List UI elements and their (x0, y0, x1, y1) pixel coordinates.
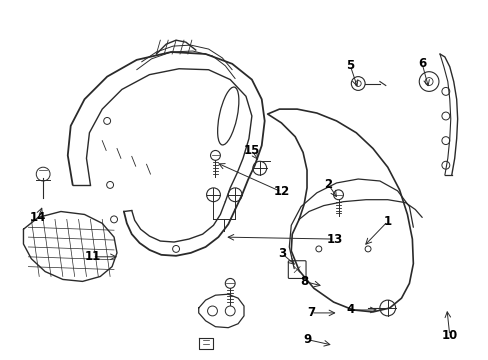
Text: 3: 3 (278, 247, 286, 260)
Text: 2: 2 (324, 179, 332, 192)
Text: 9: 9 (302, 333, 310, 346)
Text: 10: 10 (441, 329, 457, 342)
Text: 12: 12 (273, 185, 289, 198)
Text: 6: 6 (417, 57, 426, 70)
Text: 5: 5 (346, 59, 354, 72)
Text: 14: 14 (30, 211, 46, 224)
Text: 7: 7 (306, 306, 314, 319)
Text: 8: 8 (299, 275, 307, 288)
Text: 1: 1 (383, 215, 391, 228)
Text: 11: 11 (84, 250, 101, 263)
Text: 4: 4 (346, 303, 354, 316)
Text: 13: 13 (326, 233, 342, 246)
Text: 15: 15 (243, 144, 260, 157)
